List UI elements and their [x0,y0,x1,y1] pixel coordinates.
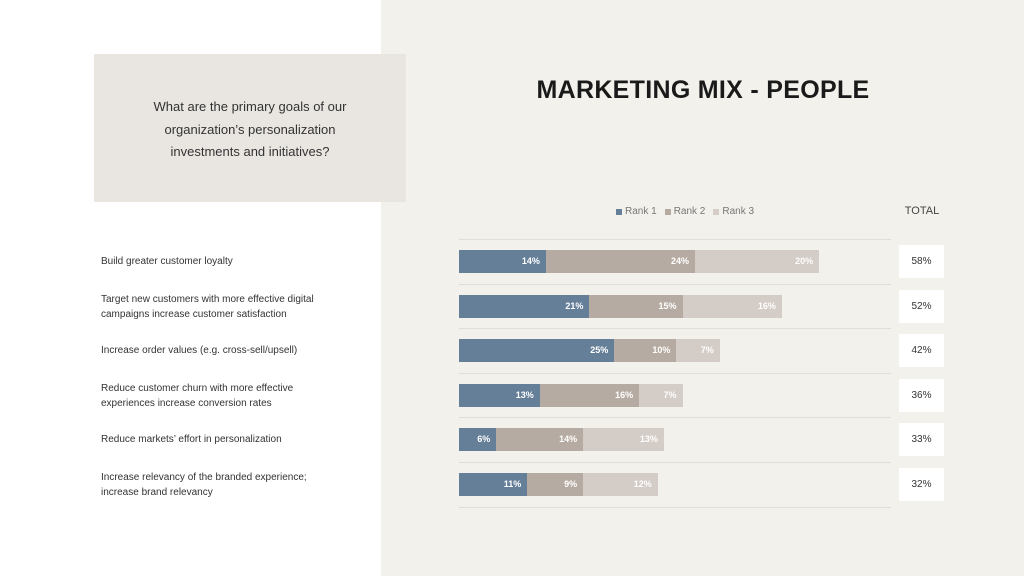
total-value: 33% [899,423,944,456]
total-value: 42% [899,334,944,367]
data-label: 11% [503,479,522,489]
legend-item-rank-1: Rank 1 [616,206,657,217]
legend-item-rank-3: Rank 3 [713,206,754,217]
total-value: 36% [899,379,944,412]
row-divider [459,328,891,329]
row-divider [459,417,891,418]
data-label: 6% [477,434,491,444]
bar-segment-rank-3 [583,473,658,496]
legend-swatch [616,208,622,215]
total-value: 52% [899,290,944,323]
bar-segment-rank-3 [639,384,683,407]
bar-segment-rank-3 [682,295,782,318]
legend-label: Rank 2 [673,206,706,217]
data-label: 14% [521,256,540,266]
data-label: 15% [658,301,677,311]
bar-segment-rank-2 [539,384,640,407]
legend-label: Rank 1 [625,206,657,217]
total-header: TOTAL [904,205,940,217]
bar-segment-rank-2 [545,250,695,273]
category-label: Increase order values (e.g. cross-sell/u… [101,345,298,356]
category-label: Build greater customer loyalty [101,256,233,267]
data-label: 21% [565,301,584,311]
row-divider [459,373,891,374]
question-text: What are the primary goals of our organi… [153,99,347,159]
data-label: 25% [590,345,609,355]
data-label: 7% [700,345,714,355]
legend-swatch [664,208,671,215]
data-label: 16% [757,301,776,311]
bar-segment-rank-3 [676,339,720,362]
bar-segment-rank-1 [459,250,546,273]
data-label: 13% [639,434,658,444]
data-label: 9% [564,479,578,489]
row-divider [459,239,891,240]
page-title: MARKETING MIX - PEOPLE [536,76,870,104]
total-value: 32% [899,468,944,501]
data-label: 24% [670,256,689,266]
bar-segment-rank-1 [459,295,590,318]
row-divider [459,284,891,285]
legend-item-rank-2: Rank 2 [664,206,706,217]
legend-label: Rank 3 [722,206,755,217]
category-label: Reduce markets’ effort in personalizatio… [101,434,282,445]
data-label: 13% [515,390,534,400]
bar-segment-rank-2 [589,295,683,318]
bar-segment-rank-1 [459,384,540,407]
bar-segment-rank-1 [459,473,528,496]
bar-segment-rank-2 [527,473,584,496]
data-label: 20% [795,256,814,266]
bar-segment-rank-2 [614,339,677,362]
category-label: Reduce customer churn with more effectiv… [101,383,294,409]
total-value: 58% [899,245,944,278]
bar-segment-rank-3 [694,250,820,273]
legend-swatch [713,208,720,215]
bar-segment-rank-2 [496,428,584,451]
row-divider [459,507,891,508]
data-label: 14% [559,434,578,444]
bar-segment-rank-1 [459,428,497,451]
category-label: Increase relevancy of the branded experi… [101,472,307,498]
bar-segment-rank-3 [583,428,664,451]
data-label: 7% [663,390,677,400]
category-label: Target new customers with more effective… [101,294,314,320]
bar-segment-rank-1 [459,339,615,362]
row-divider [459,462,891,463]
data-label: 12% [633,479,652,489]
data-label: 16% [615,390,634,400]
chart-legend: Rank 1 Rank 2 Rank 3 [616,206,754,217]
question-box: What are the primary goals of our organi… [94,54,406,202]
data-label: 10% [652,345,671,355]
